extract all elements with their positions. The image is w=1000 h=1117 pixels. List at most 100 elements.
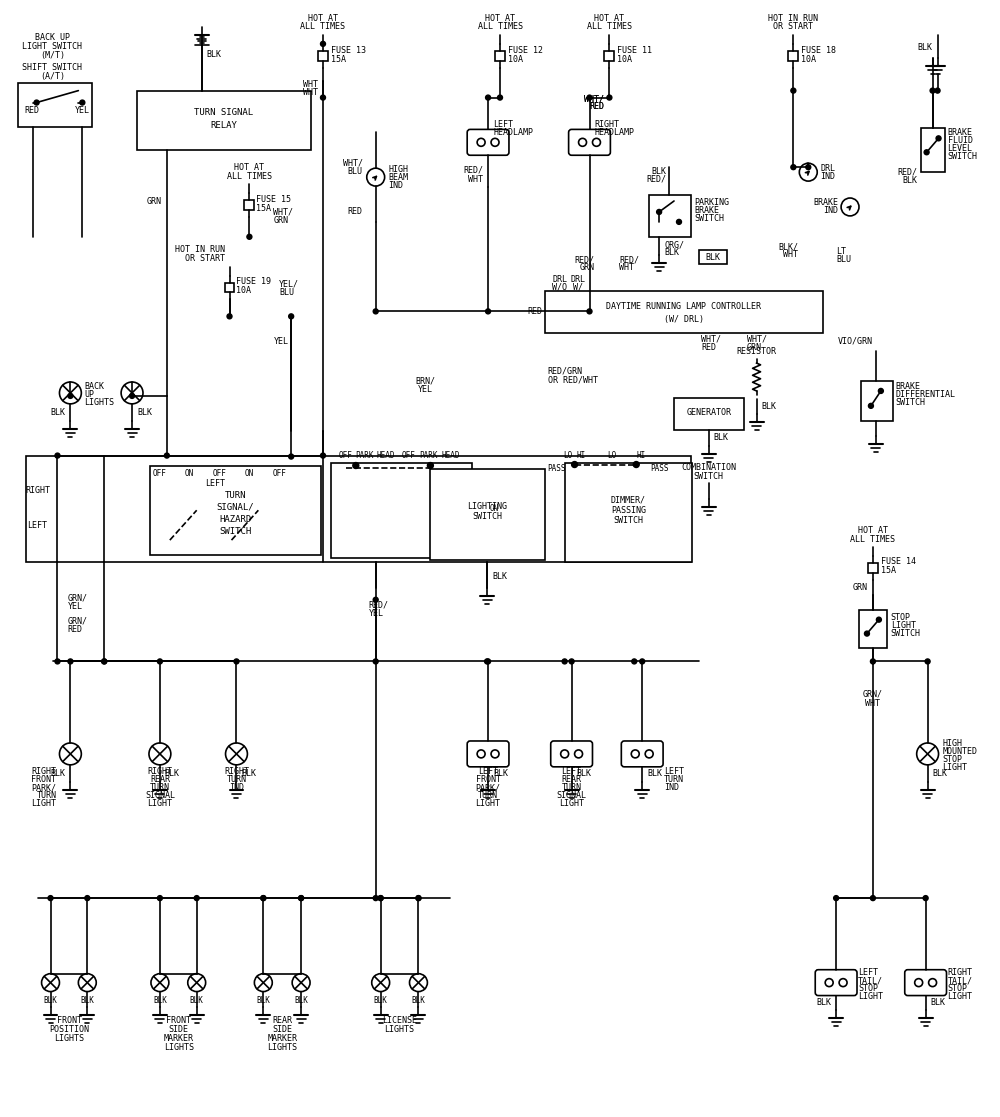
Circle shape [48, 896, 53, 900]
Text: HOT AT: HOT AT [485, 13, 515, 22]
Circle shape [378, 896, 383, 900]
Text: WHT: WHT [303, 80, 318, 89]
Circle shape [657, 210, 662, 214]
Circle shape [572, 461, 578, 468]
Circle shape [870, 896, 875, 900]
Text: PARK: PARK [419, 451, 438, 460]
Text: BLK: BLK [50, 770, 65, 779]
Text: (W/ DRL): (W/ DRL) [664, 315, 704, 324]
Text: BRAKE: BRAKE [896, 382, 921, 391]
Circle shape [227, 314, 232, 318]
Bar [318, 51, 328, 60]
Text: LIGHTING: LIGHTING [468, 502, 508, 510]
Text: RED: RED [589, 102, 604, 111]
Text: RIGHT: RIGHT [948, 968, 973, 977]
Circle shape [640, 659, 645, 663]
Text: ALL TIMES: ALL TIMES [300, 22, 345, 31]
Text: RED: RED [701, 343, 716, 352]
Bar [244, 200, 254, 210]
Text: (A/T): (A/T) [40, 73, 65, 82]
Text: LEFT: LEFT [493, 120, 513, 128]
Text: HIGH: HIGH [389, 164, 409, 173]
Bar [26, 456, 691, 562]
Text: TURN SIGNAL: TURN SIGNAL [194, 108, 254, 117]
Text: YEL: YEL [418, 385, 433, 394]
Text: GRN: GRN [579, 264, 594, 273]
Circle shape [78, 974, 96, 992]
Text: HOT AT: HOT AT [234, 163, 264, 172]
Text: BACK UP: BACK UP [35, 34, 70, 42]
Circle shape [923, 896, 928, 900]
Text: LEFT: LEFT [562, 767, 582, 776]
Text: MARKER: MARKER [164, 1034, 194, 1043]
Text: RESISTOR: RESISTOR [737, 346, 777, 355]
Circle shape [68, 659, 73, 663]
Circle shape [607, 95, 612, 101]
Circle shape [870, 659, 875, 663]
Text: WHT: WHT [303, 88, 318, 97]
Bar [150, 466, 321, 555]
Text: WHT/: WHT/ [343, 159, 363, 168]
FancyBboxPatch shape [621, 741, 663, 767]
Circle shape [321, 454, 325, 458]
Circle shape [292, 974, 310, 992]
Text: BRAKE: BRAKE [948, 127, 973, 137]
Text: ON: ON [490, 504, 499, 513]
Text: RIGHT: RIGHT [594, 120, 619, 128]
Circle shape [416, 896, 421, 900]
Circle shape [378, 896, 383, 900]
Text: BLK: BLK [44, 996, 57, 1005]
Text: IND: IND [229, 783, 244, 792]
Circle shape [486, 659, 491, 663]
Text: HOT AT: HOT AT [858, 526, 888, 535]
Circle shape [486, 95, 491, 101]
Text: FUSE 14: FUSE 14 [881, 557, 916, 566]
Circle shape [806, 164, 811, 170]
Text: OR RED/WHT: OR RED/WHT [548, 375, 598, 384]
Text: FUSE 12: FUSE 12 [508, 46, 543, 56]
Text: SWITCH: SWITCH [694, 472, 724, 481]
Text: RELAY: RELAY [211, 121, 237, 130]
Text: LEFT: LEFT [28, 521, 48, 529]
Circle shape [427, 462, 433, 468]
Circle shape [55, 659, 60, 663]
Text: IND: IND [664, 783, 679, 792]
Circle shape [372, 974, 390, 992]
FancyBboxPatch shape [551, 741, 592, 767]
Text: SIGNAL: SIGNAL [145, 791, 175, 800]
Text: LIGHTS: LIGHTS [54, 1034, 84, 1043]
Text: SIDE: SIDE [272, 1025, 292, 1034]
Circle shape [373, 896, 378, 900]
Text: BLK: BLK [492, 572, 507, 581]
Text: LIGHT: LIGHT [948, 992, 973, 1001]
Circle shape [917, 743, 939, 765]
Bar [788, 51, 798, 60]
Text: BLK/: BLK/ [778, 242, 798, 251]
Text: 10A: 10A [801, 55, 816, 65]
Text: ALL TIMES: ALL TIMES [587, 22, 632, 31]
Text: WHT/: WHT/ [273, 208, 293, 217]
Circle shape [321, 41, 325, 47]
Text: RED: RED [25, 106, 40, 115]
Text: BLK: BLK [153, 996, 167, 1005]
Text: HI: HI [637, 451, 646, 460]
Circle shape [55, 454, 60, 458]
Text: HOT AT: HOT AT [594, 13, 624, 22]
Text: UP: UP [84, 391, 94, 400]
Text: MARKER: MARKER [267, 1034, 297, 1043]
Circle shape [373, 598, 378, 602]
Circle shape [868, 403, 873, 409]
Text: DRL: DRL [570, 275, 585, 284]
Text: BACK: BACK [84, 382, 104, 391]
Text: BLK: BLK [664, 248, 679, 257]
Text: FUSE 19: FUSE 19 [236, 277, 271, 286]
Text: YEL: YEL [67, 602, 82, 611]
Text: RED: RED [528, 307, 543, 316]
Text: HEAD: HEAD [376, 451, 395, 460]
Text: GENERATOR: GENERATOR [686, 409, 731, 418]
Text: TURN: TURN [478, 791, 498, 800]
Text: WHT: WHT [865, 699, 880, 708]
Circle shape [151, 974, 169, 992]
Circle shape [85, 896, 90, 900]
Bar [430, 468, 545, 560]
